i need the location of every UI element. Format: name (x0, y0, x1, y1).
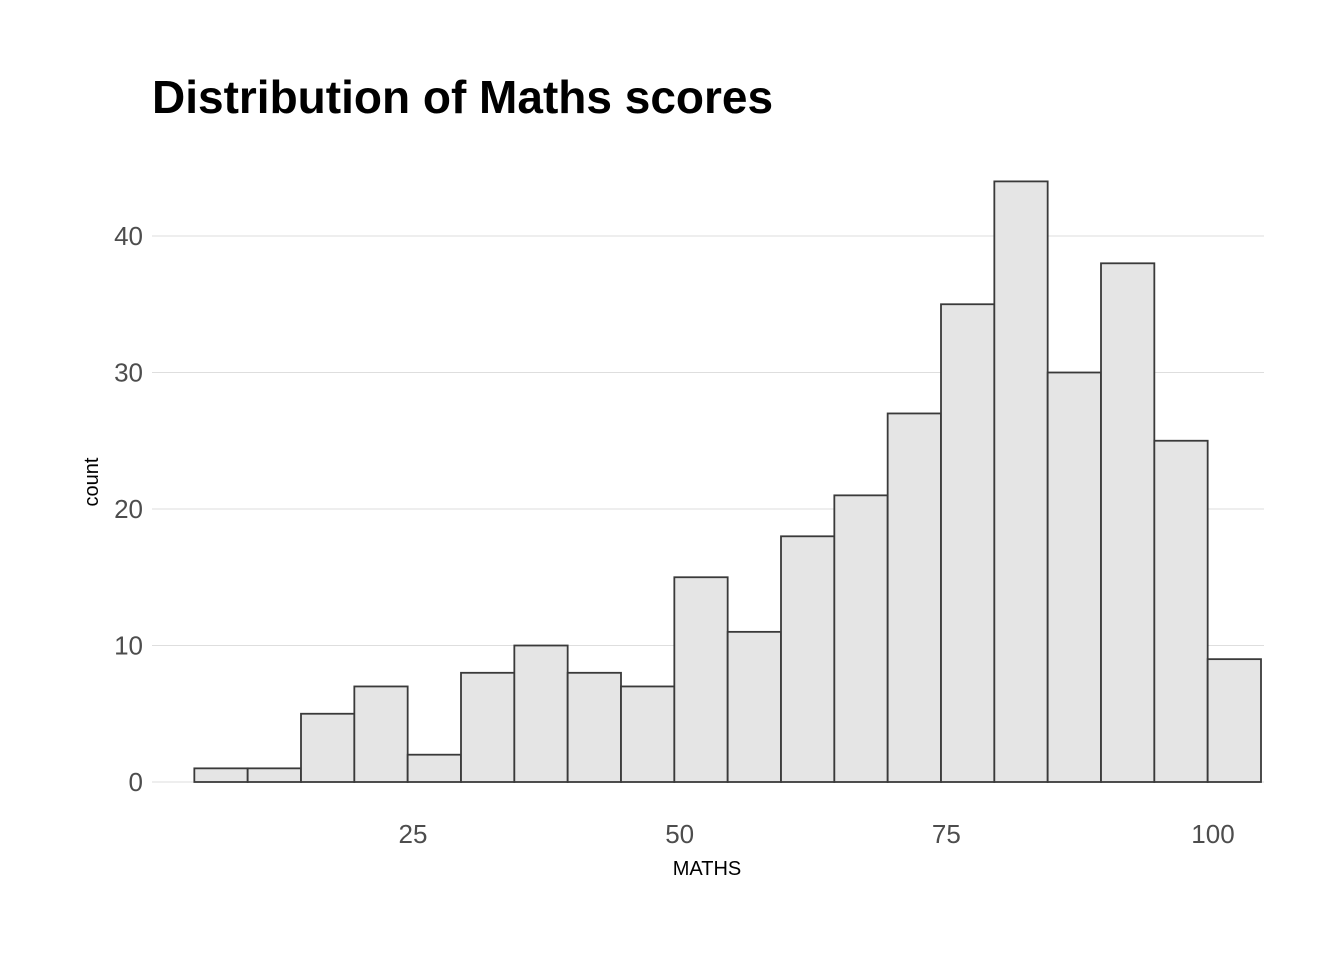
histogram-bar-6 (460, 671, 516, 783)
y-tick-label-30: 30 (114, 358, 143, 388)
histogram-bar-8 (566, 671, 622, 783)
histogram-bar-7 (513, 644, 569, 783)
histogram-bar-19 (1153, 439, 1209, 783)
x-axis-title: MATHS (673, 858, 742, 880)
histogram-bar-2 (246, 767, 302, 783)
x-axis-ticks: 25 50 75 100 (399, 819, 1235, 849)
y-tick-label-0: 0 (129, 767, 143, 797)
histogram-bar-14 (886, 412, 942, 783)
histogram-bar-18 (1100, 262, 1156, 783)
y-tick-label-10: 10 (114, 631, 143, 661)
y-axis-ticks: 0 10 20 30 40 (114, 221, 143, 797)
histogram-bar-13 (833, 494, 889, 783)
x-tick-label-25: 25 (399, 819, 428, 849)
histogram-bar-10 (673, 576, 729, 783)
histogram-bar-16 (993, 180, 1049, 783)
histogram-bar-4 (353, 685, 409, 783)
histogram-bar-3 (300, 712, 356, 783)
histogram-bar-20 (1206, 658, 1262, 783)
x-tick-label-100: 100 (1191, 819, 1234, 849)
y-axis-title: count (81, 457, 103, 506)
histogram-bar-9 (620, 685, 676, 783)
histogram-bar-15 (940, 303, 996, 783)
histogram-bar-17 (1046, 371, 1102, 783)
x-tick-label-75: 75 (932, 819, 961, 849)
histogram-bar-5 (406, 753, 462, 783)
y-tick-label-20: 20 (114, 494, 143, 524)
y-tick-label-40: 40 (114, 221, 143, 251)
histogram-bar-12 (780, 535, 836, 783)
histogram-bar-11 (726, 630, 782, 783)
histogram-bar-1 (193, 767, 249, 783)
histogram-bars (193, 180, 1262, 783)
chart-title: Distribution of Maths scores (152, 71, 774, 123)
x-tick-label-50: 50 (665, 819, 694, 849)
